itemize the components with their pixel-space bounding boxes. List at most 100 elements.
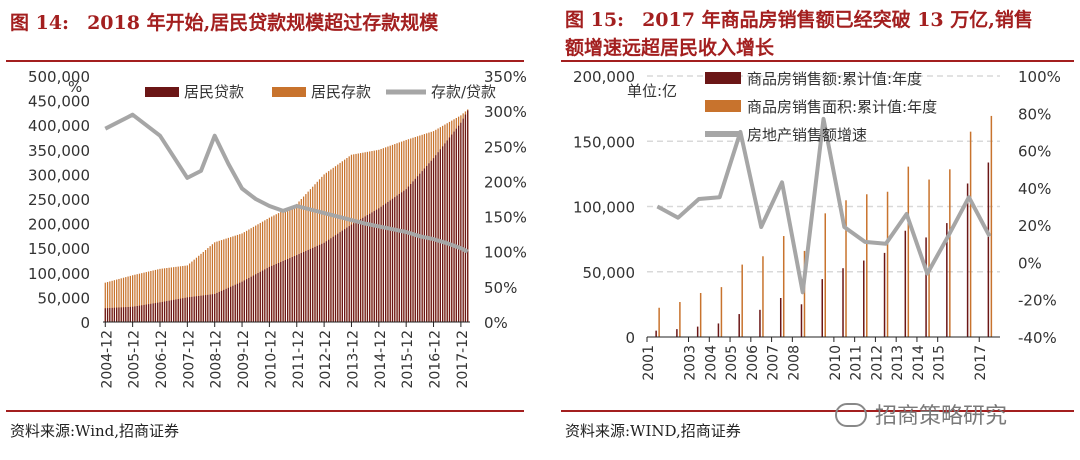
loan-bar (268, 266, 271, 322)
x-tick-label: 2010 (828, 345, 844, 381)
deposit-bar (250, 228, 252, 322)
loan-bar (460, 122, 462, 322)
x-tick-label: 2001 (641, 345, 657, 381)
deposit-bar (248, 229, 250, 322)
deposit-bar (129, 275, 131, 322)
deposit-bar (168, 267, 170, 322)
loan-bar (161, 301, 163, 322)
deposit-bar (198, 255, 200, 322)
loan-bar (389, 200, 391, 322)
sales-area-bar (658, 307, 660, 337)
loan-bar (236, 283, 239, 322)
loan-bar (455, 128, 457, 322)
loan-bar (287, 259, 289, 322)
x-tick-label: 2011 (849, 345, 865, 381)
loan-bar (202, 295, 204, 322)
loan-bar (394, 197, 396, 322)
sales-amount-bar (717, 323, 720, 337)
deposit-bar (111, 280, 113, 322)
y-left-tick-label: 250,000 (28, 191, 90, 209)
deposit-bar (113, 280, 116, 322)
deposit-bar (132, 275, 134, 322)
loan-bar (255, 274, 257, 322)
loan-bar (364, 216, 366, 322)
loan-bar (412, 181, 414, 322)
loan-bar (378, 208, 380, 322)
left-figure-title-text: 2018 年开始,居民贷款规模超过存款规模 (87, 12, 439, 34)
deposit-bar (170, 267, 173, 322)
right-title-rule (561, 60, 1074, 62)
loan-bar (373, 211, 375, 322)
loan-bar (234, 284, 236, 322)
loan-bar (423, 168, 426, 322)
loan-bar (271, 265, 273, 322)
loan-bar (239, 282, 241, 322)
x-tick-label: 2011-12 (291, 330, 307, 389)
right-figure-title-line1: 图 15: 2017 年商品房销售额已经突破 13 万亿,销售 (565, 5, 1033, 32)
loan-bar (357, 220, 359, 322)
x-tick-label: 2015 (932, 345, 948, 381)
right-chart: 200,000 150,000 100,000 50,000 0 100% 80% 60% 40… (573, 68, 1061, 381)
x-tick-label: 2008-12 (209, 330, 225, 389)
deposit-bar (166, 268, 168, 322)
loan-bar (325, 241, 328, 322)
deposit-bar (173, 267, 175, 322)
loan-bar (266, 268, 268, 322)
x-tick-label: 2016-12 (428, 330, 444, 389)
loan-bar (380, 206, 382, 322)
loan-bar (113, 307, 116, 322)
y-right-tick-label: 0% (484, 314, 508, 332)
x-tick-label: 2006 (745, 345, 761, 381)
loan-bar (106, 308, 109, 322)
legend-swatch-loan (145, 87, 179, 97)
loan-bar (451, 134, 453, 322)
loan-bar (141, 305, 143, 322)
right-figure-label: 图 15: (565, 9, 625, 31)
loan-bar (170, 300, 173, 322)
loan-bar (163, 301, 166, 322)
sales-area-bar (720, 287, 723, 337)
loan-bar (391, 198, 394, 322)
deposit-bar (230, 237, 232, 322)
y-left-tick-label: 400,000 (28, 117, 90, 135)
watermark-text: 招商策略研究 (875, 404, 1008, 429)
x-tick-label: 2012 (869, 345, 885, 381)
loan-bar (125, 307, 127, 322)
loan-bar (362, 217, 364, 322)
left-figure-title: 图 14: 2018 年开始,居民贷款规模超过存款规模 (10, 8, 438, 35)
deposit-bar (118, 278, 120, 322)
loan-bar (330, 238, 332, 322)
loan-bar (464, 114, 467, 322)
sales-amount-bar (696, 326, 699, 337)
deposit-bar (138, 273, 141, 322)
legend-label-loan: 居民贷款 (184, 83, 244, 101)
loan-bar (284, 260, 286, 322)
y-right-tick-label: 40% (1018, 180, 1051, 198)
loan-bar (127, 306, 129, 322)
loan-bar (344, 229, 346, 322)
growth-line (656, 116, 992, 295)
deposit-bar (177, 266, 179, 322)
loan-bar (328, 239, 330, 322)
loan-bar (359, 219, 362, 322)
sales-amount-bar (904, 230, 907, 337)
sales-area-bar (866, 194, 868, 337)
deposit-bar (252, 226, 255, 322)
sales-amount-bar (925, 237, 927, 337)
loan-bar (289, 258, 291, 322)
deposit-bar (211, 244, 214, 322)
sales-amount-bar (842, 268, 844, 337)
deposit-bar (204, 250, 207, 322)
deposit-bar (175, 266, 177, 322)
loan-bar (182, 298, 184, 322)
deposit-bar (127, 276, 129, 322)
loan-bar (134, 306, 136, 322)
sales-amount-bar (966, 183, 969, 337)
deposit-bar (186, 265, 188, 322)
right-figure-title-text1: 2017 年商品房销售额已经突破 13 万亿,销售 (642, 9, 1033, 31)
loan-bar (216, 292, 218, 322)
x-tick-label: 2008 (786, 345, 802, 381)
loan-bar (191, 296, 193, 322)
loan-bar (316, 245, 318, 322)
loan-bar (346, 227, 348, 322)
